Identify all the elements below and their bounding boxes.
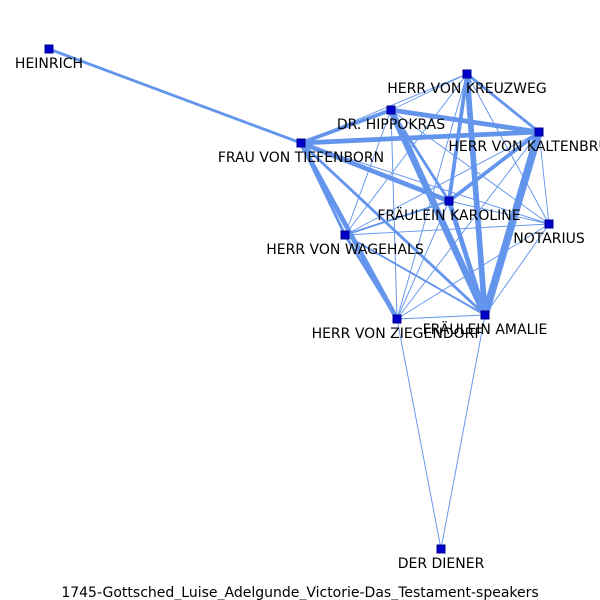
diagram-caption: 1745-Gottsched_Luise_Adelgunde_Victorie-… <box>61 585 538 600</box>
node-wagehals <box>340 230 350 240</box>
edge-kreuzweg-amalie <box>464 73 488 316</box>
node-label-tiefenborn: FRAU VON TIEFENBORN <box>218 150 384 166</box>
node-karoline <box>444 196 454 206</box>
node-ziegendorf <box>392 314 402 324</box>
edges-layer <box>48 47 550 550</box>
node-label-notarius: NOTARIUS <box>513 231 585 247</box>
edge-hippokras-wagehals <box>344 109 392 236</box>
node-tiefenborn <box>296 138 306 148</box>
edge-wagehals-amalie <box>344 234 486 316</box>
edge-karoline-amalie <box>446 200 488 316</box>
node-label-amalie: FRÄULEIN AMALIE <box>423 320 548 338</box>
node-label-karoline: FRÄULEIN KAROLINE <box>377 206 520 224</box>
edge-kaltenbrunn-notarius <box>538 131 550 225</box>
edge-tiefenborn-kreuzweg <box>300 73 468 144</box>
node-label-kreuzweg: HERR VON KREUZWEG <box>387 81 546 97</box>
edge-hippokras-ziegendorf <box>390 109 398 320</box>
node-notarius <box>544 219 554 229</box>
edge-heinrich-tiefenborn <box>48 47 302 145</box>
edge-kaltenbrunn-wagehals <box>344 131 540 236</box>
node-label-heinrich: HEINRICH <box>15 56 83 72</box>
edge-diener-amalie <box>440 314 486 550</box>
node-kaltenbrunn <box>534 127 544 137</box>
edge-karoline-wagehals <box>344 200 450 236</box>
edge-hippokras-notarius <box>390 109 550 225</box>
node-label-hippokras: DR. HIPPOKRAS <box>337 117 445 133</box>
edge-kreuzweg-kaltenbrunn <box>466 72 540 134</box>
edge-wagehals-notarius <box>344 223 550 236</box>
nodes-layer <box>44 44 554 554</box>
edge-kreuzweg-ziegendorf <box>396 73 468 320</box>
edge-tiefenborn-hippokras <box>300 108 392 145</box>
edge-diener-ziegendorf <box>396 318 442 550</box>
edge-kreuzweg-wagehals <box>344 73 468 236</box>
edge-hippokras-kaltenbrunn <box>390 107 540 135</box>
edge-kaltenbrunn-amalie <box>481 130 543 317</box>
edge-karoline-notarius <box>448 200 550 225</box>
edge-hippokras-amalie <box>387 108 489 317</box>
edge-kreuzweg-notarius <box>466 73 550 225</box>
node-kreuzweg <box>462 69 472 79</box>
edge-amalie-notarius <box>484 223 550 316</box>
edge-ziegendorf-notarius <box>396 223 550 320</box>
node-label-wagehals: HERR VON WAGEHALS <box>266 242 424 258</box>
node-hippokras <box>386 105 396 115</box>
edge-ziegendorf-amalie <box>396 314 486 320</box>
node-heinrich <box>44 44 54 54</box>
node-label-kaltenbrunn: HERR VON KALTENBRUNN <box>448 139 600 155</box>
edge-kaltenbrunn-ziegendorf <box>396 131 540 320</box>
edge-tiefenborn-karoline <box>300 140 450 204</box>
node-amalie <box>480 310 490 320</box>
node-diener <box>436 544 446 554</box>
node-label-ziegendorf: HERR VON ZIEGENDORF <box>312 326 483 342</box>
edge-kreuzweg-karoline <box>447 73 469 202</box>
edge-karoline-ziegendorf <box>396 200 450 320</box>
edge-wagehals-ziegendorf <box>343 234 399 320</box>
edge-tiefenborn-amalie <box>300 141 486 317</box>
node-label-diener: DER DIENER <box>398 556 485 572</box>
edge-hippokras-kreuzweg <box>390 73 468 111</box>
edge-kaltenbrunn-karoline <box>447 130 541 203</box>
